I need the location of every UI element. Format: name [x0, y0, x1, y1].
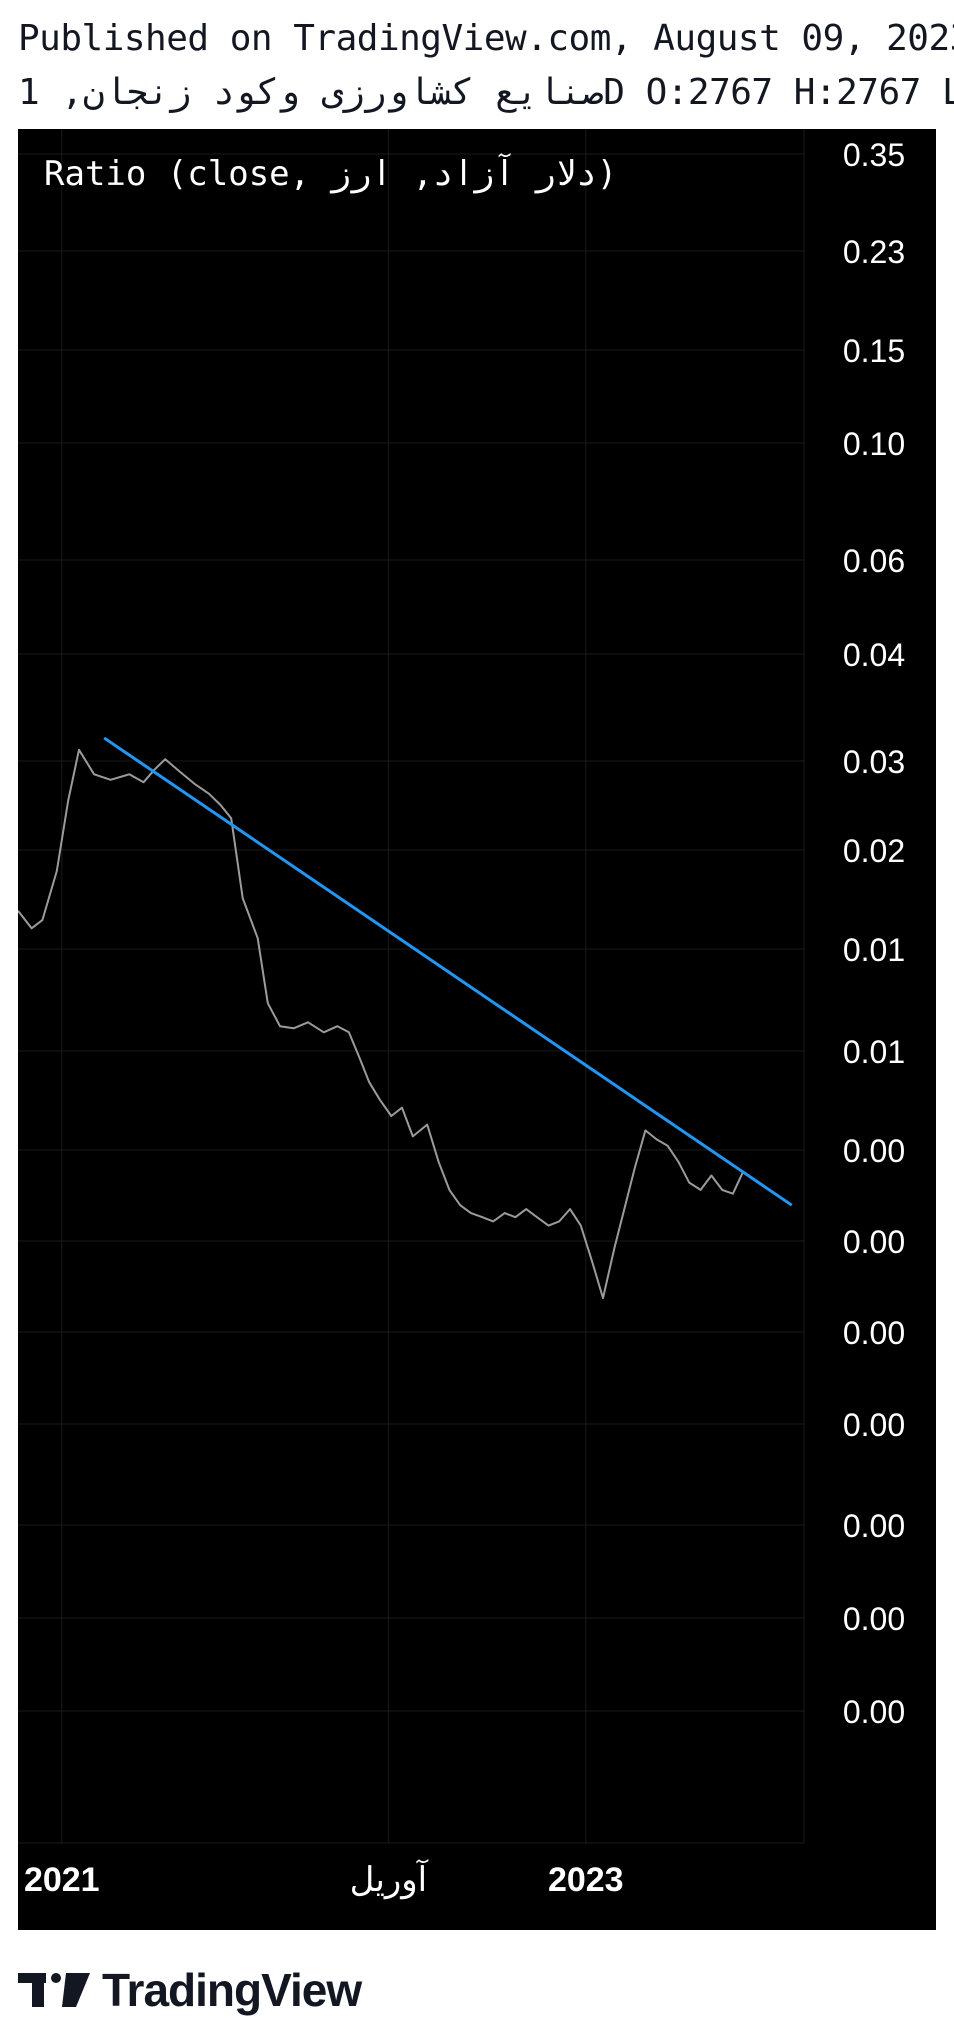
- footer-brand[interactable]: TradingView: [18, 1960, 362, 2020]
- y-axis: 0.35 0.23 0.15 0.10 0.06 0.04 0.03 0.02 0.01 0.01…: [843, 137, 905, 1730]
- x-tick-label: 2021: [24, 1861, 100, 1899]
- chart-panel[interactable]: 0.35 0.23 0.15 0.10 0.06 0.04 0.03 0.02 0.01 0.01…: [18, 129, 936, 1930]
- y-tick-label: 0.02: [843, 833, 905, 869]
- y-tick-label: 0.00: [843, 1601, 905, 1637]
- grid-layer: [18, 129, 805, 1844]
- tradingview-logo-icon: [18, 1973, 90, 2007]
- y-tick-label: 0.00: [843, 1224, 905, 1260]
- y-tick-label: 0.35: [843, 137, 905, 173]
- y-tick-label: 0.00: [843, 1407, 905, 1443]
- chart-svg[interactable]: 0.35 0.23 0.15 0.10 0.06 0.04 0.03 0.02 0.01 0.01…: [18, 129, 936, 1930]
- chart-title: Ratio (close, دلار آزاد, ارز): [44, 153, 617, 194]
- ratio-series-line[interactable]: [18, 748, 744, 1300]
- y-tick-label: 0.06: [843, 543, 905, 579]
- y-tick-label: 0.15: [843, 333, 905, 369]
- published-line: Published on TradingView.com, August 09,…: [18, 18, 954, 59]
- y-tick-label: 0.00: [843, 1315, 905, 1351]
- y-tick-label: 0.01: [843, 1034, 905, 1070]
- trend-layer: [103, 736, 793, 1207]
- y-tick-label: 0.00: [843, 1133, 905, 1169]
- series-layer: [18, 748, 744, 1300]
- x-tick-label: 2023: [548, 1861, 624, 1899]
- x-axis: 2021 آوریل 2023: [24, 1859, 624, 1900]
- y-tick-label: 0.01: [843, 932, 905, 968]
- symbol-ohlc-line: صنایع کشاورزی وکود زنجان, 1D O:2767 H:27…: [18, 72, 954, 113]
- y-tick-label: 0.04: [843, 637, 905, 673]
- y-tick-label: 0.10: [843, 426, 905, 462]
- y-tick-label: 0.03: [843, 744, 905, 780]
- y-tick-label: 0.00: [843, 1508, 905, 1544]
- y-tick-label: 0.23: [843, 234, 905, 270]
- x-tick-label: آوریل: [350, 1859, 429, 1900]
- tradingview-wordmark: TradingView: [102, 1964, 362, 2016]
- trendline[interactable]: [103, 736, 793, 1207]
- y-tick-label: 0.00: [843, 1694, 905, 1730]
